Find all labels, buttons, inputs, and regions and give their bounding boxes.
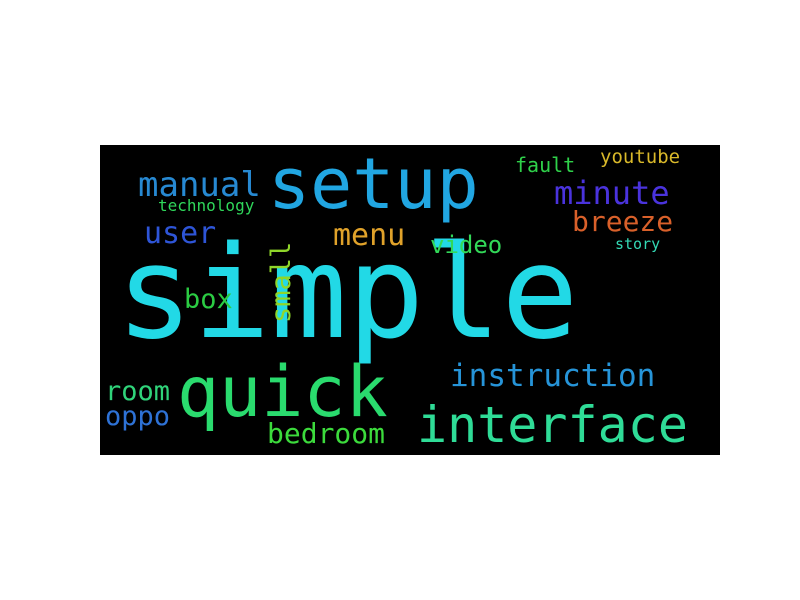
- word-fault: fault: [515, 153, 576, 177]
- word-story: story: [615, 235, 661, 253]
- word-youtube: youtube: [600, 146, 681, 168]
- word-breeze: breeze: [572, 205, 674, 238]
- word-manual: manual: [138, 165, 261, 205]
- word-interface: interface: [417, 396, 688, 454]
- word-technology: technology: [158, 196, 255, 215]
- word-room: room: [105, 376, 171, 407]
- word-minute: minute: [554, 174, 670, 212]
- word-box: box: [184, 284, 233, 315]
- word-quick: quick: [177, 351, 388, 433]
- word-oppo: oppo: [105, 401, 171, 432]
- word-setup: setup: [268, 145, 479, 225]
- word-cloud: simple setup quick interface instruction…: [100, 145, 720, 455]
- word-instruction: instruction: [450, 358, 656, 394]
- word-user: user: [144, 216, 217, 251]
- word-menu: menu: [333, 218, 406, 253]
- word-simple: simple: [116, 219, 579, 368]
- word-small: small: [266, 241, 297, 323]
- word-video: video: [430, 231, 503, 259]
- word-bedroom: bedroom: [267, 417, 386, 450]
